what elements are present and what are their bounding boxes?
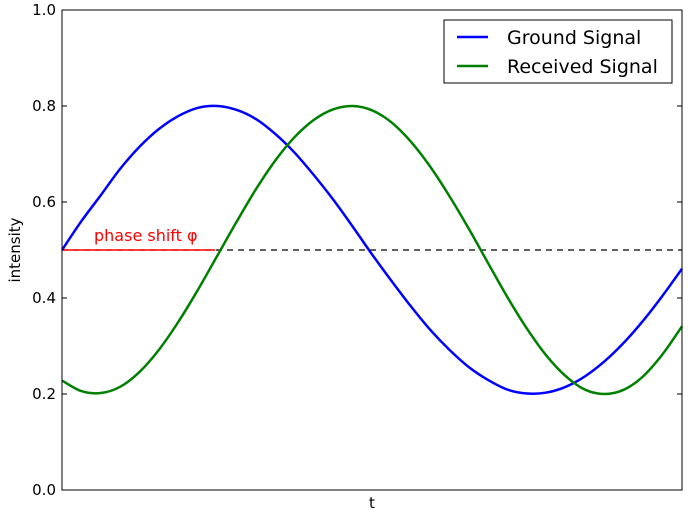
- y-tick-label: 1.0: [32, 1, 56, 19]
- x-axis-label: t: [369, 494, 375, 512]
- series-line-received-signal: [61, 104, 684, 396]
- y-axis-ticks: 0.0 0.2 0.4 0.6 0.8 1.0: [32, 1, 682, 499]
- y-tick-label: 0.6: [32, 193, 56, 211]
- y-tick-label: 0.2: [32, 385, 56, 403]
- y-axis-label: intensity: [6, 217, 24, 282]
- y-tick-label: 0.0: [32, 481, 56, 499]
- legend-box: [443, 19, 673, 84]
- legend-label: Received Signal: [507, 56, 658, 78]
- series-group: [60, 104, 684, 396]
- y-tick-label: 0.8: [32, 97, 56, 115]
- phase-shift-annotation: phase shift φ: [94, 226, 198, 245]
- series-line-ground-signal: [60, 104, 684, 395]
- legend: Ground Signal Received Signal: [443, 19, 673, 84]
- legend-label: Ground Signal: [507, 27, 641, 49]
- y-tick-label: 0.4: [32, 289, 56, 307]
- axes-frame: [61, 9, 683, 491]
